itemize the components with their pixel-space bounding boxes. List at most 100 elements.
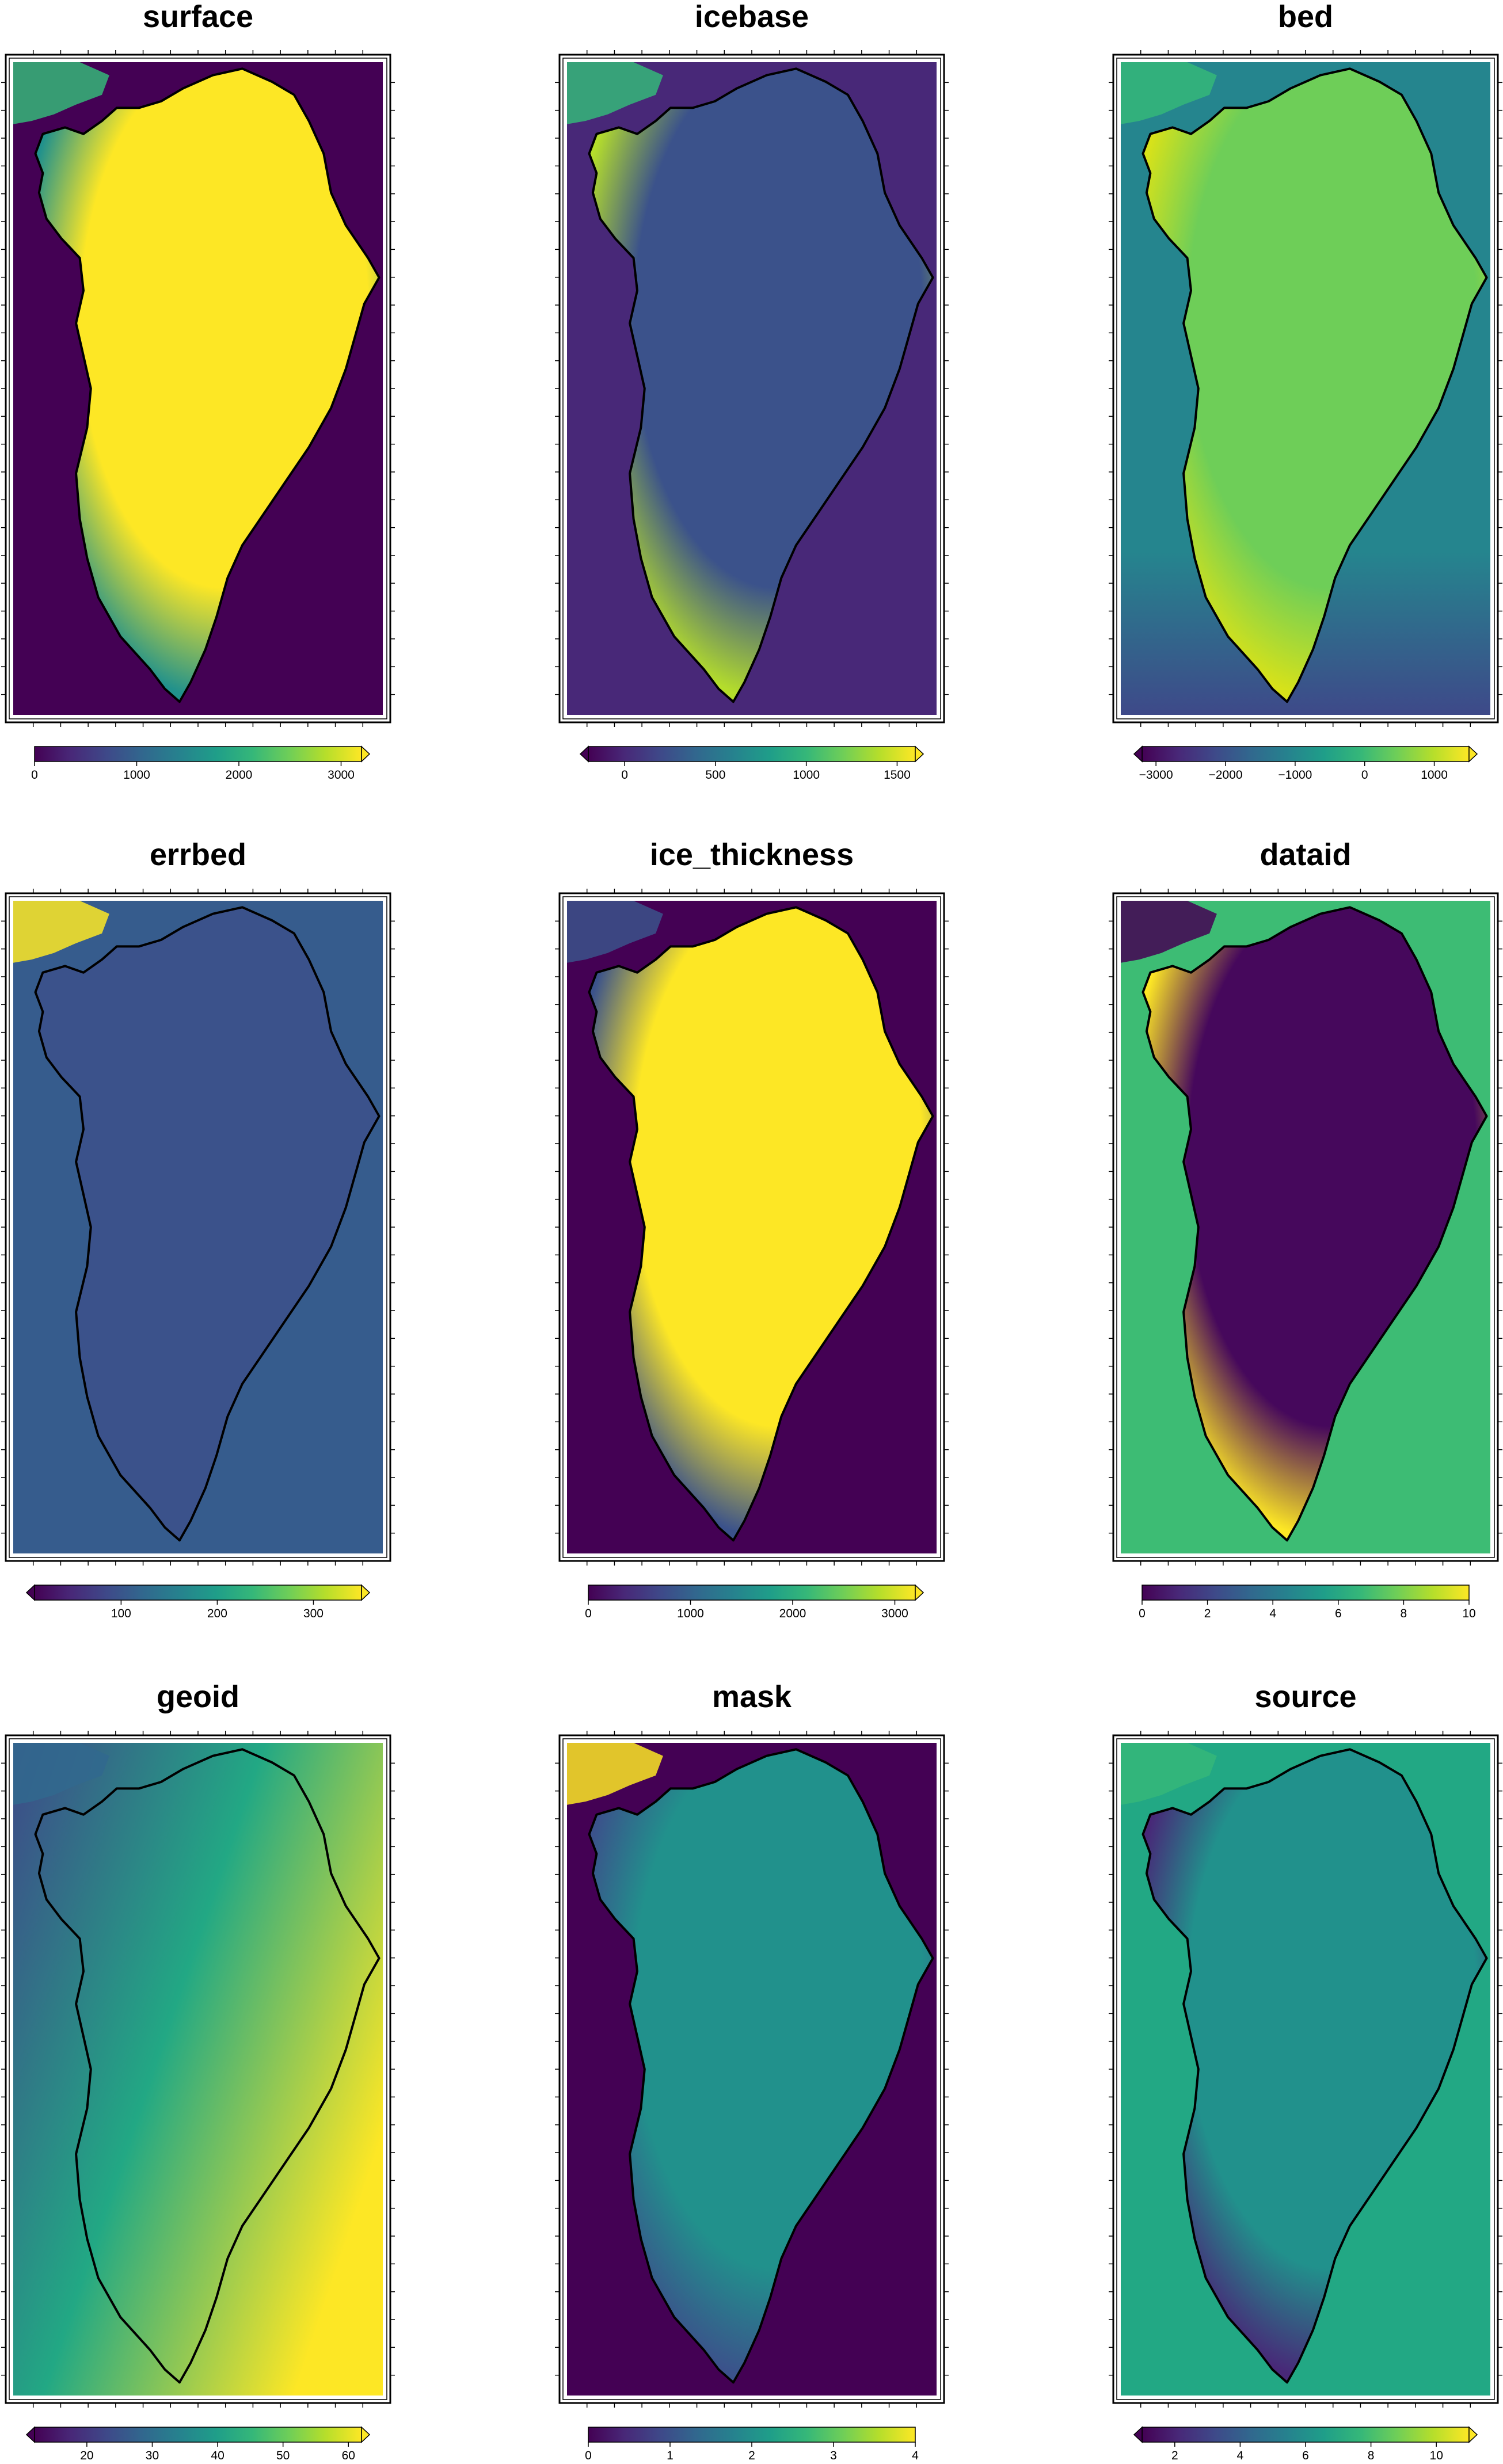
colorbar-tick-label: 8 (1368, 2449, 1375, 2462)
map-panel-mask: mask 0 1 2 3 4 (555, 1680, 949, 2462)
colorbar-tick-label: 20 (80, 2449, 93, 2462)
colorbar-tick-label: 2000 (779, 1607, 806, 1620)
colorbar-tick-label: 2000 (226, 768, 253, 782)
colorbar-extend-max (915, 745, 924, 763)
panel-title: dataid (1260, 837, 1351, 872)
map-panel-icebase: icebase 0 500 1000 1500 (555, 0, 949, 782)
greenland-landmass (588, 906, 934, 1542)
panel-title: source (1254, 1680, 1356, 1714)
colorbar-tick-label: 200 (207, 1607, 227, 1620)
colorbar-extend-max (1468, 745, 1478, 763)
panel-title: geoid (157, 1680, 239, 1714)
colorbar-extend-min (25, 2426, 35, 2443)
ellesmere-island (1121, 1743, 1217, 1805)
colorbar: 0 1000 2000 3000 (31, 745, 371, 782)
colorbar-tick-label: 1000 (1421, 768, 1448, 782)
colorbar-tick-label: 50 (276, 2449, 290, 2462)
colorbar-extend-min (25, 1584, 35, 1601)
ellesmere-island (567, 1743, 663, 1805)
map-background (13, 1743, 383, 2396)
greenland-landmass (588, 67, 934, 703)
greenland-landmass (1141, 67, 1488, 703)
map-panel-source: source 2 4 6 8 10 (1109, 1680, 1502, 2462)
colorbar-tick-label: 0 (1139, 1607, 1146, 1620)
colorbar-tick-label: 10 (1430, 2449, 1443, 2462)
colorbar-tick-label: 6 (1302, 2449, 1309, 2462)
colorbar: 2 4 6 8 10 (1133, 2426, 1478, 2462)
colorbar-tick-label: 1000 (793, 768, 820, 782)
map-panel-bed: bed −3000 −2000 −1000 0 1000 (1109, 0, 1502, 782)
colorbar-extend-max (361, 2426, 371, 2443)
colorbar-tick-label: 0 (585, 2449, 592, 2462)
colorbar-tick-label: 300 (303, 1607, 324, 1620)
panel-title: icebase (695, 0, 809, 34)
colorbar: 0 2 4 6 8 10 (1139, 1585, 1476, 1620)
colorbar-tick-label: 2 (1204, 1607, 1211, 1620)
colorbar-tick-label: 40 (211, 2449, 224, 2462)
colorbar-tick-label: 2 (748, 2449, 755, 2462)
ellesmere-island (1121, 901, 1217, 963)
map-panel-ice-thickness: ice_thickness 0 1000 2000 3000 (555, 837, 949, 1620)
greenland-landmass (1141, 1748, 1488, 2384)
colorbar-tick-label: 4 (1269, 1607, 1276, 1620)
ellesmere-island (567, 62, 663, 124)
colorbar-tick-label: 3000 (881, 1607, 908, 1620)
colorbar-tick-label: 1000 (677, 1607, 704, 1620)
colorbar-extend-min (1133, 2426, 1143, 2443)
colorbar-extend-min (1133, 745, 1143, 763)
colorbar-gradient (1141, 1585, 1470, 1601)
colorbar-tick-label: 0 (621, 768, 628, 782)
colorbar-extend-max (1468, 2426, 1478, 2443)
colorbar-tick-label: 3 (830, 2449, 837, 2462)
panel-title: ice_thickness (650, 837, 854, 872)
colorbar-extend-max (361, 745, 371, 763)
colorbar-tick-label: 8 (1401, 1607, 1407, 1620)
colorbar: 0 500 1000 1500 (579, 745, 924, 782)
ellesmere-island (567, 901, 663, 963)
colorbar: 20 30 40 50 60 (25, 2426, 371, 2462)
colorbar-tick-label: 3000 (328, 768, 355, 782)
colorbar-tick-label: 0 (31, 768, 38, 782)
colorbar-gradient (34, 2427, 362, 2443)
ellesmere-island (1121, 62, 1217, 124)
map-panel-dataid: dataid 0 2 4 6 8 10 (1109, 837, 1502, 1620)
colorbar-extend-min (579, 745, 589, 763)
colorbar-tick-label: 0 (585, 1607, 592, 1620)
colorbar: 100 200 300 (25, 1584, 371, 1620)
colorbar-tick-label: 100 (111, 1607, 131, 1620)
colorbar-tick-label: 4 (1237, 2449, 1244, 2462)
panel-title: bed (1278, 0, 1333, 34)
colorbar-tick-label: 30 (146, 2449, 159, 2462)
map-panel-errbed: errbed 100 200 300 (1, 837, 395, 1620)
colorbar-tick-label: 10 (1462, 1607, 1475, 1620)
panel-title: surface (143, 0, 253, 34)
greenland-landmass (34, 67, 380, 703)
ellesmere-island (13, 901, 109, 963)
greenland-landmass (1141, 906, 1488, 1542)
colorbar-tick-label: −1000 (1278, 768, 1312, 782)
colorbar-gradient (588, 746, 916, 762)
ellesmere-island (13, 62, 109, 124)
colorbar-tick-label: 0 (1361, 768, 1368, 782)
greenland-landmass (34, 1748, 380, 2384)
colorbar-tick-label: 6 (1335, 1607, 1342, 1620)
colorbar-gradient (1141, 746, 1470, 762)
greenland-landmass (588, 1748, 934, 2384)
colorbar-gradient (34, 746, 362, 762)
panel-title: mask (712, 1680, 792, 1714)
greenland-landmass (34, 906, 380, 1542)
colorbar: 0 1 2 3 4 (585, 2427, 919, 2462)
map-panel-surface: surface 0 1000 2000 3000 (1, 0, 395, 782)
panel-title: errbed (150, 837, 246, 872)
colorbar-extend-max (361, 1584, 371, 1601)
colorbar-tick-label: 60 (342, 2449, 355, 2462)
ellesmere-island (13, 1743, 109, 1805)
colorbar: −3000 −2000 −1000 0 1000 (1133, 745, 1478, 782)
colorbar-gradient (1141, 2427, 1470, 2443)
colorbar-gradient (588, 1585, 916, 1601)
colorbar-gradient (34, 1585, 362, 1601)
colorbar-tick-label: 1000 (123, 768, 150, 782)
colorbar-tick-label: −3000 (1139, 768, 1173, 782)
colorbar: 0 1000 2000 3000 (585, 1584, 924, 1620)
colorbar-gradient (588, 2427, 916, 2443)
